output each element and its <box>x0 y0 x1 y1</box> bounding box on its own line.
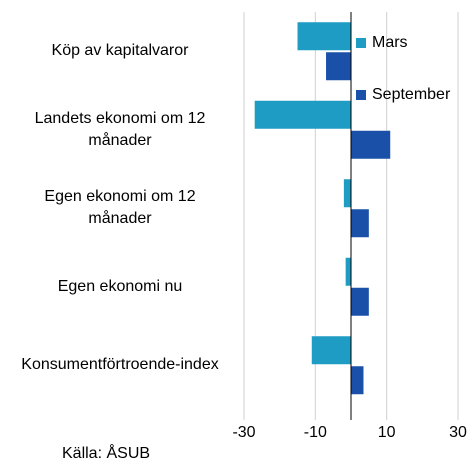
bar <box>351 209 369 238</box>
source: Källa: ÅSUB <box>62 445 151 462</box>
bar <box>326 52 351 81</box>
bar <box>351 130 391 159</box>
y-tick-label: Egen ekonomi om 12 månader <box>44 188 196 228</box>
bar <box>311 336 351 365</box>
bar <box>351 366 364 395</box>
bar <box>297 22 351 51</box>
legend-label: September <box>372 86 451 103</box>
legend-swatch <box>356 38 366 48</box>
x-tick-label: -30 <box>232 424 255 441</box>
bar <box>343 179 351 208</box>
y-tick-label: Egen ekonomi nu <box>57 277 183 295</box>
y-tick-label: Köp av kapitalvaror <box>51 42 189 60</box>
bar <box>351 287 369 316</box>
x-tick-label: 10 <box>378 424 396 441</box>
y-tick-label: Landets ekonomi om 12 månader <box>34 109 206 149</box>
legend-label: Mars <box>372 34 408 51</box>
x-tick-label: -10 <box>304 424 327 441</box>
x-tick-label: 30 <box>449 424 467 441</box>
bar <box>254 100 351 129</box>
y-tick-label: Konsumentförtroende-index <box>21 356 219 374</box>
bar <box>345 257 351 286</box>
legend-swatch <box>356 90 366 100</box>
